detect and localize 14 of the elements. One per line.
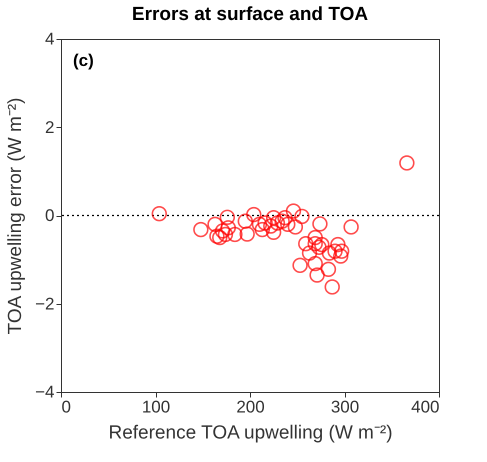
- x-tick-label: 400: [411, 398, 440, 416]
- y-tick-label: 4: [45, 30, 54, 48]
- chart-title: Errors at surface and TOA: [132, 4, 368, 25]
- y-tick-label: −2: [35, 294, 54, 314]
- x-axis-title: Reference TOA upwelling (W m⁻²): [108, 422, 393, 444]
- x-tick-label: 300: [330, 398, 360, 416]
- x-tick-label: 0: [62, 398, 71, 416]
- y-tick-label: −4: [35, 382, 54, 402]
- y-axis-title: TOA upwelling error (W m⁻²): [5, 98, 26, 334]
- x-tick-label: 200: [236, 398, 265, 416]
- y-tick-label: 0: [45, 206, 54, 225]
- x-tick-label: 100: [142, 398, 170, 416]
- y-tick-label: 2: [45, 118, 54, 137]
- annotation: (c): [73, 51, 94, 70]
